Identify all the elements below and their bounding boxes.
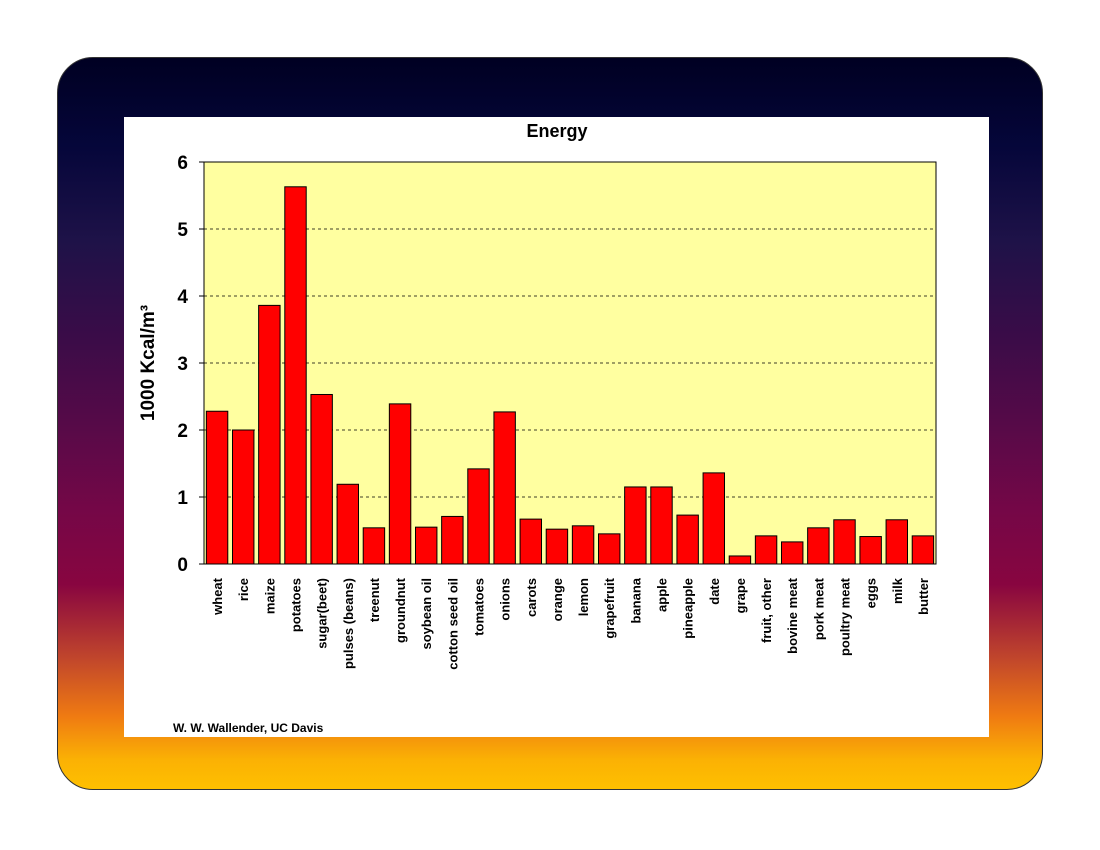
bar — [388, 403, 412, 565]
bar — [310, 393, 333, 565]
x-tick-label: treenut — [367, 577, 382, 622]
energy-bar-chart: 0 1 2 3 4 5 6 wheat rice maize potatoes sugar(beet… — [138, 121, 937, 670]
bar — [414, 526, 438, 565]
bar — [885, 519, 909, 565]
y-tick-label: 4 — [177, 287, 188, 308]
x-tick-label: tomatoes — [472, 578, 487, 636]
bar — [650, 486, 673, 565]
bar — [807, 527, 830, 565]
bar — [597, 533, 621, 565]
x-tick-label: grape — [733, 578, 748, 613]
bar — [571, 525, 595, 565]
bar — [780, 541, 804, 565]
bar — [231, 429, 255, 565]
y-tick-label: 3 — [177, 354, 188, 375]
x-tick-label: grapefruit — [602, 577, 617, 638]
x-tick-label: fruit, other — [759, 578, 774, 643]
x-tick-label: date — [707, 578, 722, 605]
x-tick-label: pulses (beans) — [341, 578, 356, 669]
x-tick-label: groundnut — [393, 577, 408, 643]
bar — [624, 486, 647, 565]
y-axis-label: 1000 Kcal/m³ — [138, 305, 159, 421]
y-axis-ticks: 0 1 2 3 4 5 6 — [177, 153, 204, 576]
bar — [205, 410, 229, 565]
bars — [205, 186, 935, 565]
y-tick-label: 5 — [177, 220, 188, 241]
bar — [336, 483, 360, 565]
bar — [676, 514, 699, 565]
bar — [702, 472, 726, 565]
x-tick-label: bovine meat — [785, 577, 800, 654]
x-tick-label: sugar(beet) — [315, 578, 330, 649]
chart-title: Energy — [526, 121, 587, 141]
y-tick-label: 0 — [177, 555, 188, 576]
bar — [519, 518, 543, 565]
bar — [833, 519, 856, 565]
bar — [467, 468, 490, 565]
y-tick-label: 1 — [177, 488, 188, 509]
author-credit: W. W. Wallender, UC Davis — [173, 721, 324, 735]
x-tick-label: eggs — [864, 578, 879, 608]
y-tick-label: 2 — [177, 421, 188, 442]
x-tick-label: soybean oil — [419, 578, 434, 650]
bar — [493, 411, 516, 565]
x-tick-label: wheat — [210, 577, 225, 616]
bar — [258, 304, 281, 565]
y-tick-label: 6 — [177, 153, 188, 174]
bar — [441, 515, 464, 565]
x-tick-label: maize — [262, 578, 277, 614]
x-tick-label: butter — [916, 578, 931, 615]
x-tick-label: pineapple — [681, 578, 696, 639]
x-tick-label: banana — [628, 577, 643, 623]
x-tick-label: onions — [498, 578, 513, 621]
bar — [728, 555, 752, 565]
x-tick-label: potatoes — [289, 578, 304, 632]
bar — [859, 536, 882, 565]
x-tick-label: lemon — [576, 578, 591, 616]
x-axis-labels: wheat rice maize potatoes sugar(beet) pulses … — [210, 577, 931, 670]
x-tick-label: poultry meat — [838, 577, 853, 656]
x-tick-label: orange — [550, 578, 565, 621]
bar — [284, 186, 307, 565]
x-tick-label: pork meat — [811, 577, 826, 640]
bar — [545, 528, 569, 565]
x-tick-label: cotton seed oil — [445, 578, 460, 670]
chart-panel: 0 1 2 3 4 5 6 wheat rice maize potatoes sugar(beet… — [124, 117, 989, 737]
bar — [362, 527, 386, 565]
x-tick-label: apple — [655, 578, 670, 612]
x-tick-label: carots — [524, 578, 539, 617]
x-tick-label: milk — [890, 577, 905, 604]
x-tick-label: rice — [236, 578, 251, 601]
bar — [911, 535, 935, 565]
bar — [754, 535, 778, 565]
